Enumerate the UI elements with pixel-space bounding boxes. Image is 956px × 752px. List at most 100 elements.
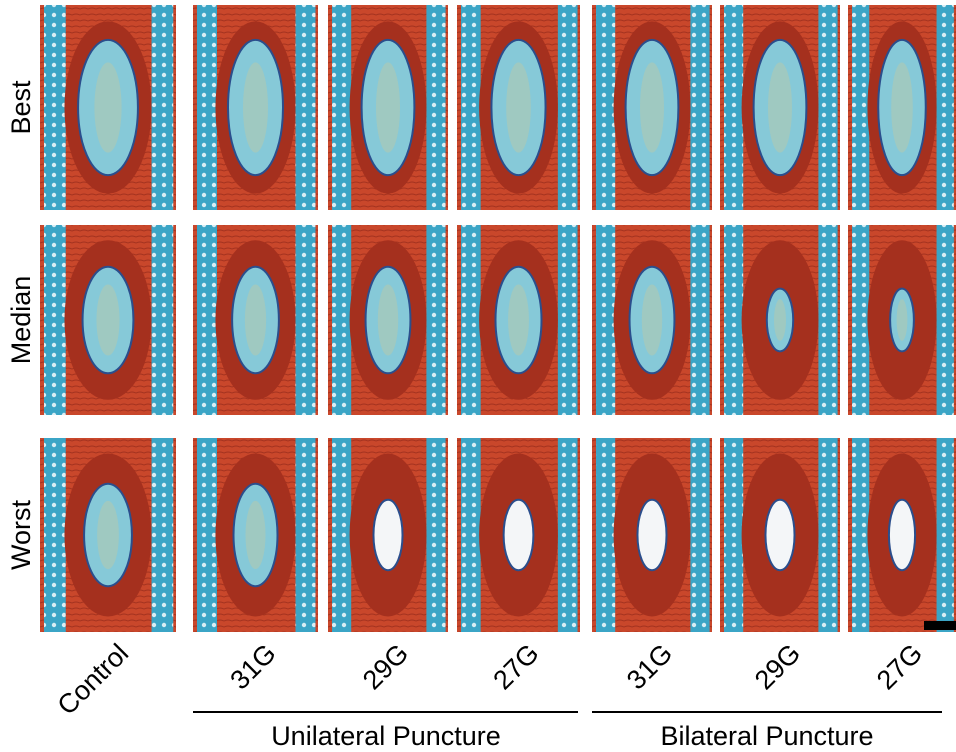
row-label: Median [6, 276, 36, 365]
cartilage [296, 225, 316, 415]
histology-panel [457, 438, 580, 632]
column-label: 31G [621, 638, 678, 695]
histology-panel [328, 225, 448, 415]
histology-panel [193, 225, 318, 415]
nucleus-core [96, 284, 119, 355]
cartilage [596, 5, 615, 210]
cartilage [152, 438, 174, 632]
histology-panel [40, 225, 176, 415]
cartilage [724, 438, 743, 632]
column-label: Control [51, 638, 134, 721]
histology-panel [848, 5, 956, 210]
histology-panel [592, 225, 712, 415]
column-label: 29G [749, 638, 806, 695]
histology-panel [40, 438, 176, 632]
histology-panel [457, 225, 580, 415]
nucleus-core [891, 62, 913, 152]
nucleus-core [378, 284, 398, 355]
group-label: Bilateral Puncture [660, 721, 873, 751]
column-label: 29G [357, 638, 414, 695]
nucleus [889, 500, 915, 570]
cartilage [596, 225, 615, 415]
cartilage [690, 438, 709, 632]
cartilage [426, 225, 445, 415]
cartilage [690, 5, 709, 210]
cartilage [937, 225, 954, 415]
cartilage [152, 225, 174, 415]
cartilage [426, 438, 445, 632]
histology-panel [328, 5, 448, 210]
column-label: 27G [871, 638, 928, 695]
nucleus-core [243, 62, 268, 152]
cartilage [852, 225, 869, 415]
cartilage [596, 438, 615, 632]
cartilage [197, 225, 217, 415]
nucleus-core [506, 62, 531, 152]
nucleus-core [640, 62, 664, 152]
histology-panel [720, 225, 840, 415]
histology-panel [328, 438, 448, 632]
nucleus-core [508, 284, 529, 355]
row-label: Worst [6, 500, 36, 571]
panel-grid [40, 5, 956, 632]
histology-panel [193, 5, 318, 210]
cartilage [818, 225, 837, 415]
nucleus-core [94, 62, 121, 152]
cartilage [724, 225, 743, 415]
figure: Best Median Worst Control 31G 29G 27G 31G 29G 27G… [0, 0, 956, 752]
cartilage [818, 5, 837, 210]
histology-panel [720, 438, 840, 632]
cartilage [461, 5, 481, 210]
cartilage [44, 5, 66, 210]
histology-panel [40, 5, 176, 210]
nucleus-core [774, 299, 786, 341]
nucleus-core [642, 284, 662, 355]
nucleus [765, 500, 794, 570]
histology-panel [848, 225, 956, 415]
cartilage [332, 438, 351, 632]
cartilage [332, 5, 351, 210]
cartilage [852, 5, 869, 210]
cartilage [558, 438, 578, 632]
cartilage [197, 438, 217, 632]
nucleus [504, 500, 534, 570]
row-label: Best [6, 80, 36, 135]
cartilage [818, 438, 837, 632]
cartilage [937, 438, 954, 632]
cartilage [690, 225, 709, 415]
histology-panel [592, 438, 712, 632]
nucleus-core [897, 299, 908, 341]
histology-panel [592, 5, 712, 210]
nucleus [373, 500, 402, 570]
nucleus-core [97, 501, 119, 569]
cartilage [44, 438, 66, 632]
cartilage [332, 225, 351, 415]
histology-panel [457, 5, 580, 210]
cartilage [558, 225, 578, 415]
histology-panel [848, 438, 956, 632]
page: Best Median Worst Control 31G 29G 27G 31G 29G 27G… [0, 0, 956, 752]
histology-panel [720, 5, 840, 210]
cartilage [461, 438, 481, 632]
nucleus-core [245, 284, 266, 355]
cartilage [558, 5, 578, 210]
cartilage [852, 438, 869, 632]
cartilage [724, 5, 743, 210]
histology-panel [193, 438, 318, 632]
cartilage [44, 225, 66, 415]
cartilage [937, 5, 954, 210]
cartilage [426, 5, 445, 210]
nucleus [637, 500, 666, 570]
column-label: 31G [224, 638, 281, 695]
cartilage [197, 5, 217, 210]
nucleus-core [376, 62, 400, 152]
scale-bar [924, 621, 956, 630]
cartilage [152, 5, 174, 210]
cartilage [461, 225, 481, 415]
nucleus-core [768, 62, 792, 152]
column-label: 27G [487, 638, 544, 695]
nucleus-core [246, 501, 266, 569]
cartilage [296, 5, 316, 210]
group-label: Unilateral Puncture [271, 721, 501, 751]
cartilage [296, 438, 316, 632]
